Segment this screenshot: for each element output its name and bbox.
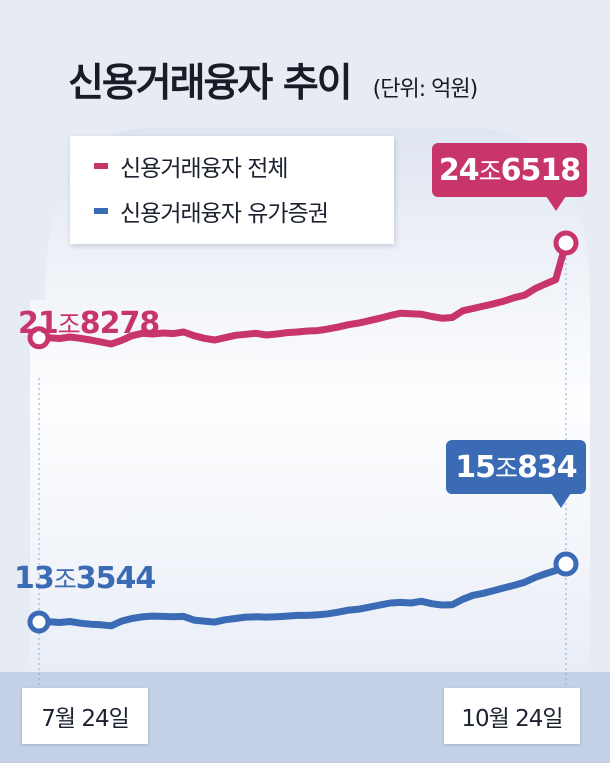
point-end-securities bbox=[553, 551, 579, 577]
securities-end-value: 15조834 bbox=[455, 450, 577, 485]
chart-title: 신용거래융자 추이 bbox=[68, 61, 353, 106]
securities-end-callout: 15조834 bbox=[446, 440, 586, 508]
securities-start-value: 13조3544 bbox=[14, 561, 156, 596]
chart-title-row: 신용거래융자 추이 (단위: 억원) bbox=[68, 52, 588, 108]
legend-item-total: 신용거래융자 전체 bbox=[94, 151, 289, 182]
legend-label-securities: 신용거래융자 유가증권 bbox=[120, 201, 329, 227]
x-label-start: 7월 24일 bbox=[22, 688, 148, 744]
series-line-securities bbox=[35, 560, 570, 630]
callout-pointer bbox=[551, 493, 571, 508]
legend-item-securities: 신용거래융자 유가증권 bbox=[94, 196, 329, 227]
point-end-total bbox=[553, 230, 579, 256]
point-start-total bbox=[27, 326, 51, 350]
legend: 신용거래융자 전체 신용거래융자 유가증권 bbox=[70, 136, 394, 244]
total-start-value: 21조8278 bbox=[18, 306, 160, 341]
total-end-callout: 24조6518 bbox=[432, 143, 587, 211]
x-label-end: 10월 24일 bbox=[444, 688, 580, 744]
unit-label: (단위: 억원) bbox=[372, 77, 479, 102]
callout-pointer bbox=[546, 196, 566, 211]
legend-swatch-securities bbox=[94, 208, 108, 214]
point-start-securities bbox=[27, 610, 51, 634]
legend-swatch-total bbox=[94, 163, 108, 169]
total-end-value: 24조6518 bbox=[438, 153, 581, 188]
legend-label-total: 신용거래융자 전체 bbox=[120, 156, 289, 182]
series-line-total bbox=[35, 239, 570, 348]
